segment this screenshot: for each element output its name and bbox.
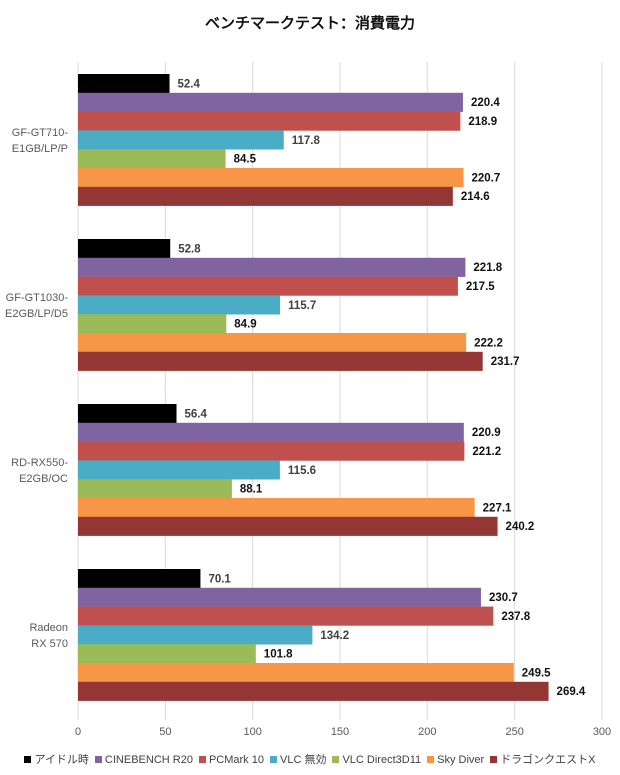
x-axis-ticks: 0 50 100 150 200 250 300 xyxy=(75,726,611,738)
bar xyxy=(78,625,313,645)
data-label: 220.7 xyxy=(471,172,500,184)
data-label: 84.9 xyxy=(234,319,256,331)
data-label: 56.4 xyxy=(185,408,208,420)
data-label: 115.7 xyxy=(288,300,316,312)
bar xyxy=(78,404,177,424)
bar xyxy=(78,460,280,480)
data-label: 220.9 xyxy=(472,427,501,439)
category-label: Radeon xyxy=(29,622,68,634)
data-label: 221.2 xyxy=(472,446,501,458)
value-labels: 52.4 220.4 218.9 117.8 84.5 220.7 214.6 52.8 221… xyxy=(178,78,586,698)
category-labels: GF-GT710- E1GB/LP/P GF-GT1030- E2GB/LP/D5 RD… xyxy=(5,127,68,650)
bar xyxy=(78,606,494,626)
bar xyxy=(78,351,483,371)
category-label: GF-GT710- xyxy=(12,127,69,139)
bar xyxy=(78,663,514,683)
bar xyxy=(78,186,453,206)
legend-label: CINEBENCH R20 xyxy=(104,754,193,766)
legend-item: Sky Diver xyxy=(427,754,484,766)
bar xyxy=(78,168,464,188)
bar xyxy=(78,111,461,131)
x-tick-label: 50 xyxy=(159,726,171,738)
data-label: 52.8 xyxy=(178,243,201,255)
legend-swatch xyxy=(94,756,102,763)
data-label: 227.1 xyxy=(483,502,512,514)
bar xyxy=(78,644,256,664)
legend-item: VLC Direct3D11 xyxy=(332,754,421,766)
data-label: 84.5 xyxy=(234,154,257,166)
bar xyxy=(78,314,227,334)
legend-item: アイドル時 xyxy=(24,751,89,767)
x-tick-label: 300 xyxy=(593,726,611,738)
bar xyxy=(78,587,481,607)
legend-label: PCMark 10 xyxy=(208,754,264,766)
legend-swatch xyxy=(427,756,435,763)
data-label: 269.4 xyxy=(557,686,586,698)
bar xyxy=(78,479,232,499)
x-tick-label: 250 xyxy=(505,726,523,738)
category-label: RD-RX550- xyxy=(11,457,68,469)
data-label: 231.7 xyxy=(491,356,520,368)
data-label: 52.4 xyxy=(178,78,201,90)
x-tick-label: 150 xyxy=(331,726,349,738)
bar xyxy=(78,422,464,442)
legend-swatch xyxy=(269,756,277,763)
legend-label: VLC Direct3D11 xyxy=(342,754,422,766)
legend-label: VLC 無効 xyxy=(279,754,327,766)
bar xyxy=(78,295,281,315)
legend-label: ドラゴンクエストX xyxy=(500,754,596,766)
bar xyxy=(78,333,467,353)
x-tick-label: 0 xyxy=(75,726,81,738)
bar xyxy=(78,569,201,589)
data-label: 70.1 xyxy=(208,573,231,585)
data-label: 134.2 xyxy=(320,630,349,642)
legend-swatch xyxy=(24,756,32,763)
data-label: 217.5 xyxy=(466,281,495,293)
data-label: 220.4 xyxy=(471,97,500,109)
data-label: 214.6 xyxy=(461,191,490,203)
bar xyxy=(78,239,171,259)
legend-label: アイドル時 xyxy=(34,754,89,766)
legend-item: ドラゴンクエストX xyxy=(490,751,596,767)
data-label: 240.2 xyxy=(506,521,535,533)
bars xyxy=(78,74,549,701)
category-label: E2GB/OC xyxy=(19,473,68,485)
category-label: RX 570 xyxy=(31,638,68,650)
legend-swatch xyxy=(332,756,340,763)
data-label: 101.8 xyxy=(264,649,293,661)
legend-swatch xyxy=(490,756,498,763)
legend-item: CINEBENCH R20 xyxy=(94,754,193,766)
bar xyxy=(78,498,475,518)
data-label: 237.8 xyxy=(501,611,530,623)
bar xyxy=(78,149,226,169)
legend-swatch xyxy=(198,756,206,763)
data-label: 230.7 xyxy=(489,592,518,604)
bar xyxy=(78,516,498,536)
legend-item: PCMark 10 xyxy=(198,754,264,766)
category-label: E2GB/LP/D5 xyxy=(5,308,68,320)
bar xyxy=(78,257,466,277)
data-label: 249.5 xyxy=(522,667,551,679)
category-label: GF-GT1030- xyxy=(6,292,69,304)
x-tick-label: 100 xyxy=(243,726,261,738)
bar xyxy=(78,74,170,94)
legend: アイドル時 CINEBENCH R20 PCMark 10 VLC 無効 VLC Dir… xyxy=(0,751,620,767)
bar xyxy=(78,681,549,701)
data-label: 88.1 xyxy=(240,484,263,496)
data-label: 221.8 xyxy=(473,262,502,274)
bar xyxy=(78,441,465,461)
bar xyxy=(78,92,463,112)
legend-label: Sky Diver xyxy=(437,754,485,766)
data-label: 117.8 xyxy=(292,135,321,147)
data-label: 218.9 xyxy=(468,116,497,128)
bar xyxy=(78,130,284,150)
chart-title: ベンチマークテスト：消費電力 xyxy=(204,14,415,32)
data-label: 222.2 xyxy=(474,337,503,349)
x-tick-label: 200 xyxy=(418,726,436,738)
legend-item: VLC 無効 xyxy=(269,751,327,767)
category-label: E1GB/LP/P xyxy=(12,143,68,155)
data-label: 115.6 xyxy=(288,465,316,477)
bar xyxy=(78,276,458,296)
